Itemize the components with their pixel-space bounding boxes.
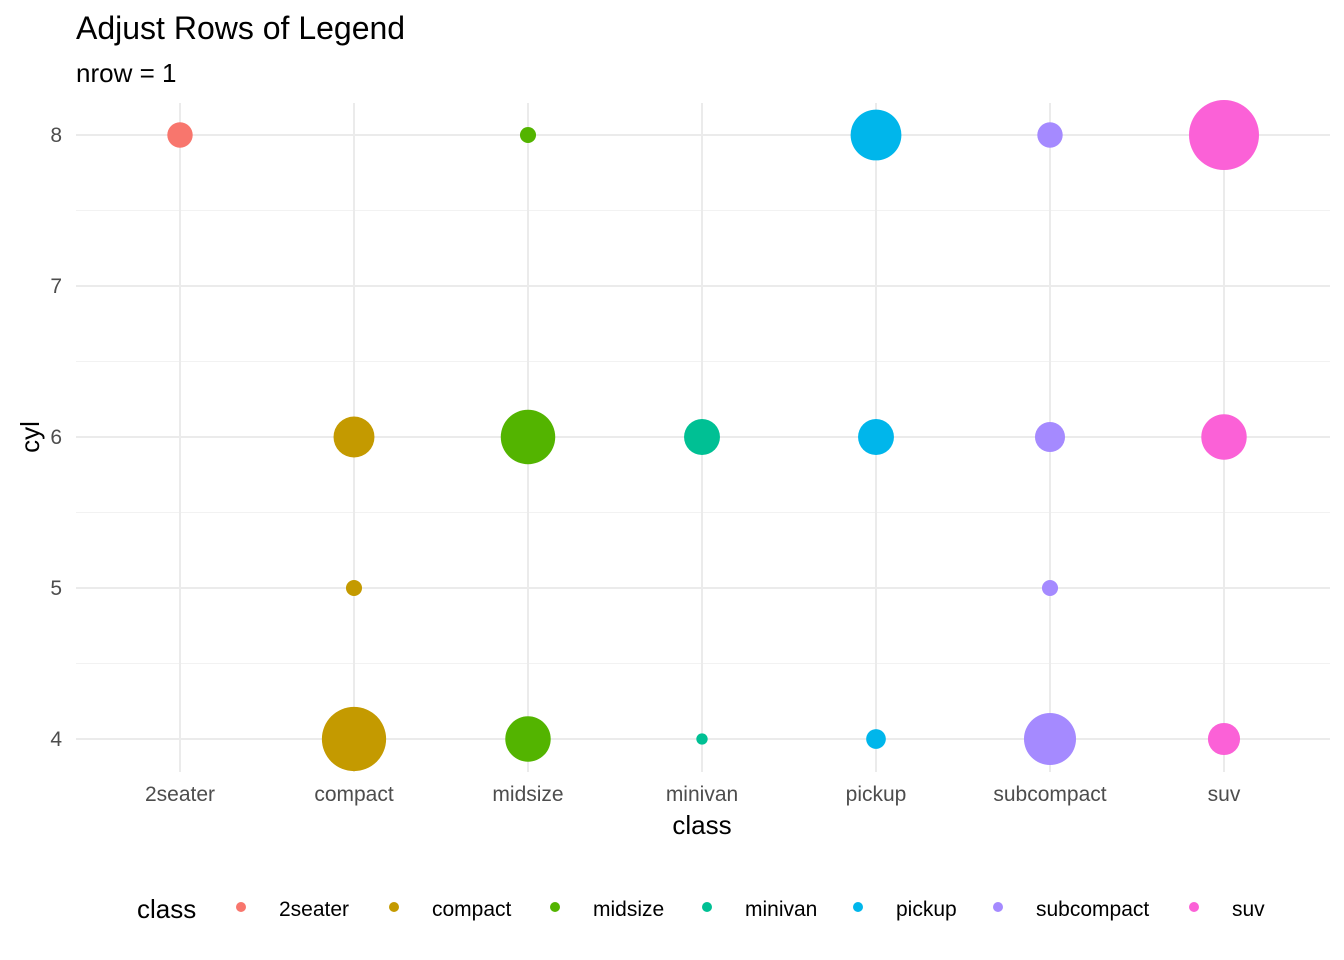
legend-key-pickup — [853, 902, 863, 912]
legend-label-suv: suv — [1232, 898, 1265, 921]
data-point-midsize-4 — [505, 716, 551, 762]
data-point-suv-4 — [1207, 722, 1241, 756]
legend-item-minivan: minivan — [702, 898, 817, 921]
data-point-compact-5 — [345, 579, 363, 597]
axis-layer: 4 5 6 7 8 2seater compact midsize minivan pickup s… — [50, 124, 1241, 806]
data-point-minivan-4 — [696, 733, 708, 745]
x-tick-label: compact — [314, 783, 394, 806]
data-point-suv-8 — [1189, 100, 1259, 170]
legend-title: class — [137, 894, 196, 924]
y-tick-label: 4 — [50, 728, 62, 751]
data-point-pickup-6 — [858, 419, 894, 455]
legend-key-compact — [389, 902, 399, 912]
x-tick-label: 2seater — [145, 783, 215, 806]
data-point-compact-4 — [321, 706, 387, 772]
legend-item-compact: compact — [389, 898, 512, 921]
legend-label-2seater: 2seater — [279, 898, 349, 921]
x-axis-title: class — [672, 810, 731, 840]
legend-item-2seater: 2seater — [236, 898, 349, 921]
y-tick-label: 6 — [50, 426, 62, 449]
data-point-pickup-8 — [850, 109, 902, 161]
legend-label-midsize: midsize — [593, 898, 664, 921]
x-tick-label: pickup — [846, 783, 907, 806]
y-tick-label: 5 — [50, 577, 62, 600]
legend-item-pickup: pickup — [853, 898, 957, 921]
data-point-subcompact-4 — [1023, 712, 1077, 766]
legend-label-compact: compact — [432, 898, 512, 921]
legend-key-minivan — [702, 902, 712, 912]
y-axis-title: cyl — [15, 421, 45, 453]
legend-label-subcompact: subcompact — [1036, 898, 1149, 921]
legend-item-suv: suv — [1189, 898, 1265, 921]
legend-label-minivan: minivan — [745, 898, 817, 921]
data-point-subcompact-8 — [1037, 122, 1063, 148]
data-point-subcompact-5 — [1041, 579, 1059, 597]
legend-key-suv — [1189, 902, 1199, 912]
legend-label-pickup: pickup — [896, 898, 957, 921]
data-point-2seater-8 — [167, 122, 193, 148]
chart-title: Adjust Rows of Legend — [76, 10, 406, 46]
data-point-subcompact-6 — [1034, 421, 1066, 453]
data-point-minivan-6 — [684, 419, 720, 455]
x-tick-label: suv — [1208, 783, 1241, 806]
chart-subtitle: nrow = 1 — [76, 58, 177, 88]
data-point-pickup-4 — [866, 729, 886, 749]
point-layer — [167, 100, 1259, 772]
data-point-suv-6 — [1201, 414, 1247, 460]
legend: 2seater compact midsize minivan pickup subcom… — [236, 898, 1265, 921]
legend-item-subcompact: subcompact — [993, 898, 1149, 921]
y-tick-label: 8 — [50, 124, 62, 147]
data-point-midsize-8 — [519, 126, 537, 144]
legend-key-2seater — [236, 902, 246, 912]
y-tick-label: 7 — [50, 275, 62, 298]
legend-key-subcompact — [993, 902, 1003, 912]
x-tick-label: subcompact — [993, 783, 1106, 806]
data-point-midsize-6 — [500, 409, 556, 465]
legend-key-midsize — [550, 902, 560, 912]
x-tick-label: minivan — [666, 783, 738, 806]
legend-item-midsize: midsize — [550, 898, 664, 921]
x-tick-label: midsize — [492, 783, 563, 806]
data-point-compact-6 — [333, 416, 375, 458]
